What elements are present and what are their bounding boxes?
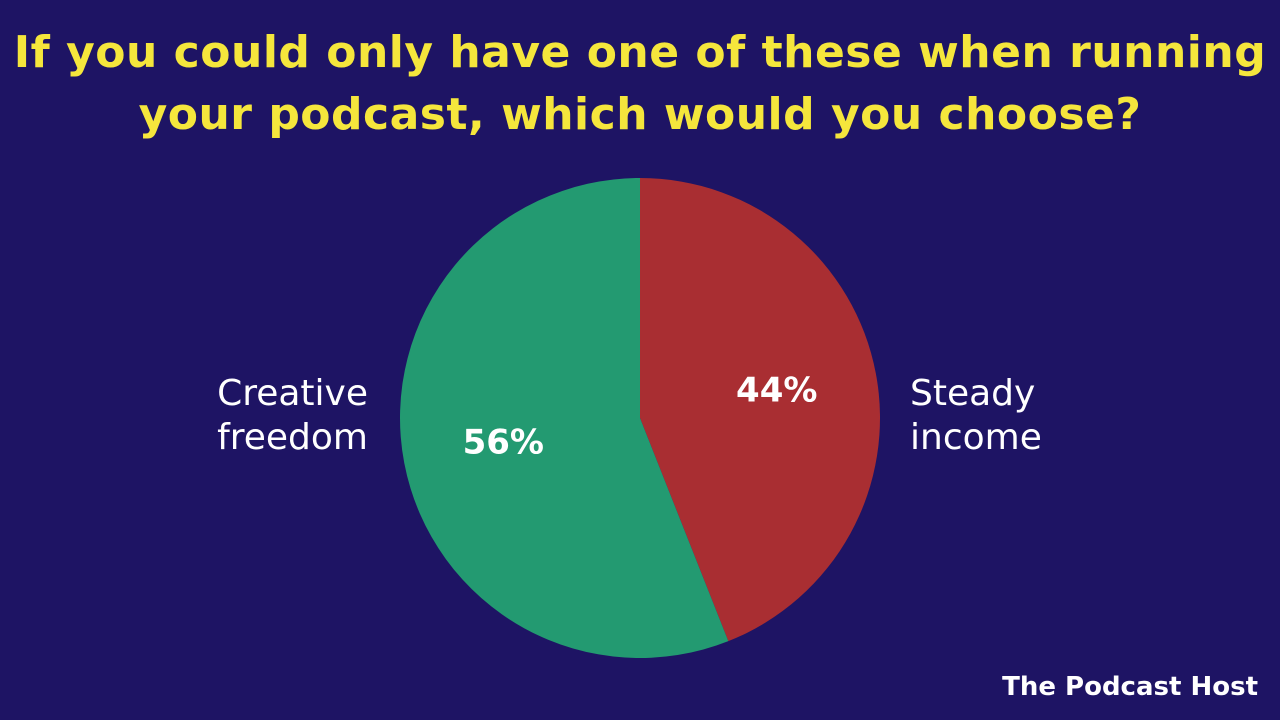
slice-label-creative-freedom: Creative freedom bbox=[217, 372, 368, 460]
brand-logo-text: The Podcast Host bbox=[1002, 672, 1258, 702]
chart-title: If you could only have one of these when… bbox=[0, 22, 1280, 146]
slice-label-steady-income: Steady income bbox=[910, 372, 1042, 460]
pie-slice-1 bbox=[400, 178, 729, 658]
chart-title-line-2: your podcast, which would you choose? bbox=[138, 89, 1142, 140]
slice-label-line: income bbox=[910, 417, 1042, 458]
pie-slice-0 bbox=[640, 178, 880, 642]
pie-slice-value-label-1: 56% bbox=[463, 423, 544, 463]
slice-label-line: Steady bbox=[910, 373, 1036, 414]
chart-title-line-1: If you could only have one of these when… bbox=[13, 27, 1267, 78]
pie-slice-value-label-0: 44% bbox=[736, 370, 817, 410]
slice-label-line: freedom bbox=[217, 417, 368, 458]
slice-label-line: Creative bbox=[217, 373, 368, 414]
